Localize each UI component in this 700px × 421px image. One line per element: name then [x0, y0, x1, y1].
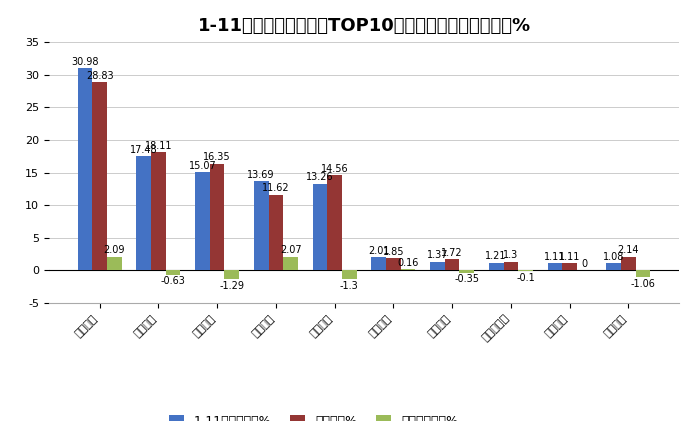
- Title: 1-11月牡引車終端市場TOP10車企占比及占比同比增減%: 1-11月牡引車終端市場TOP10車企占比及占比同比增減%: [197, 17, 531, 35]
- Bar: [210, 164, 225, 270]
- Text: 14.56: 14.56: [321, 164, 349, 174]
- Bar: [518, 270, 533, 271]
- Text: 1.08: 1.08: [603, 252, 624, 262]
- Text: 18.11: 18.11: [145, 141, 172, 151]
- Bar: [92, 83, 107, 270]
- Text: 16.35: 16.35: [203, 152, 231, 162]
- Bar: [254, 181, 269, 270]
- Text: 2.14: 2.14: [617, 245, 639, 255]
- Text: 1.37: 1.37: [427, 250, 448, 260]
- Bar: [269, 195, 284, 270]
- Text: -1.29: -1.29: [219, 280, 244, 290]
- Bar: [489, 263, 503, 270]
- Text: 2.07: 2.07: [280, 245, 302, 256]
- Text: 15.07: 15.07: [188, 160, 216, 171]
- Text: -0.1: -0.1: [516, 273, 535, 283]
- Bar: [459, 270, 474, 273]
- Text: 0: 0: [581, 259, 587, 269]
- Bar: [328, 176, 342, 270]
- Text: 0.16: 0.16: [398, 258, 419, 268]
- Text: 1.11: 1.11: [559, 252, 580, 261]
- Text: -0.35: -0.35: [454, 274, 480, 285]
- Bar: [225, 270, 239, 279]
- Bar: [195, 172, 210, 270]
- Text: 2.01: 2.01: [368, 246, 389, 256]
- Bar: [342, 270, 357, 279]
- Text: 11.62: 11.62: [262, 183, 290, 193]
- Bar: [621, 256, 636, 270]
- Bar: [606, 264, 621, 270]
- Bar: [371, 257, 386, 270]
- Text: 13.26: 13.26: [306, 172, 334, 182]
- Bar: [313, 184, 328, 270]
- Text: 28.83: 28.83: [86, 71, 113, 81]
- Text: -1.3: -1.3: [340, 281, 358, 290]
- Bar: [166, 270, 181, 274]
- Bar: [636, 270, 650, 277]
- Legend: 1-11月市場份額%, 同期份額%, 同比份額增減%: 1-11月市場份額%, 同期份額%, 同比份額增減%: [164, 410, 463, 421]
- Bar: [400, 269, 415, 270]
- Text: 1.11: 1.11: [544, 252, 566, 261]
- Bar: [386, 258, 400, 270]
- Text: 2.09: 2.09: [104, 245, 125, 255]
- Bar: [547, 263, 562, 270]
- Text: 1.21: 1.21: [485, 251, 507, 261]
- Bar: [444, 259, 459, 270]
- Text: 13.69: 13.69: [248, 170, 275, 179]
- Text: 1.3: 1.3: [503, 250, 519, 260]
- Text: 30.98: 30.98: [71, 57, 99, 67]
- Bar: [284, 257, 298, 270]
- Text: -0.63: -0.63: [161, 276, 186, 286]
- Text: 1.72: 1.72: [441, 248, 463, 258]
- Bar: [78, 68, 92, 270]
- Text: 17.48: 17.48: [130, 145, 158, 155]
- Bar: [136, 157, 151, 270]
- Bar: [151, 152, 166, 270]
- Text: 1.85: 1.85: [383, 247, 404, 257]
- Bar: [562, 263, 577, 270]
- Bar: [430, 261, 444, 270]
- Bar: [503, 262, 518, 270]
- Bar: [107, 257, 122, 270]
- Text: -1.06: -1.06: [631, 279, 655, 289]
